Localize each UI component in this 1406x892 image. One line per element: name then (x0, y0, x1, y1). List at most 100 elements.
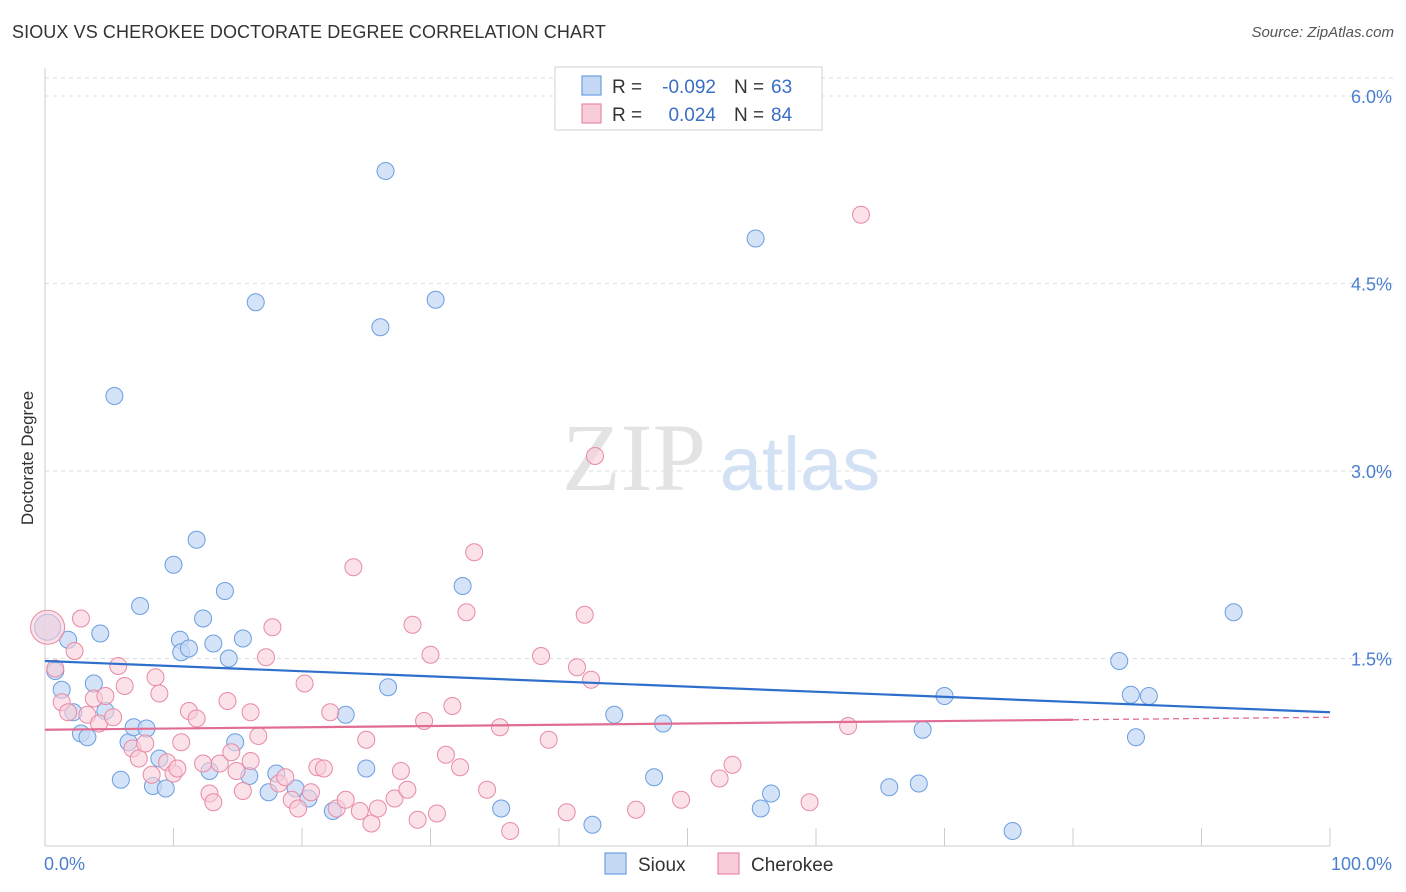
tick-labels: 1.5% 3.0% 4.5% 6.0% 0.0% 100.0% (44, 87, 1392, 874)
cherokee-point (150, 684, 169, 703)
cherokee-point (567, 658, 586, 677)
sioux-point (357, 759, 376, 778)
cherokee-point (443, 697, 462, 715)
cherokee-point (295, 674, 314, 693)
watermark-zip: ZIP (562, 404, 706, 511)
watermark: ZIP atlas (562, 404, 880, 511)
cherokee-point (109, 657, 128, 675)
sioux-point (194, 609, 213, 628)
sioux-trend-line (44, 659, 1331, 714)
cherokee-point (403, 615, 422, 634)
sioux-point (215, 582, 234, 600)
legend-box: R = -0.092 N = 63 R = 0.024 N = 84 (554, 66, 823, 131)
cherokee-point (65, 642, 84, 660)
cherokee-point (276, 768, 295, 787)
legend-swatch-sioux (581, 75, 602, 96)
sioux-point (605, 705, 624, 724)
cherokee-point (168, 759, 187, 778)
y-tick-label: 3.0% (1351, 462, 1392, 482)
watermark-atlas: atlas (720, 422, 881, 507)
cherokee-point (241, 752, 260, 770)
cherokee-point (194, 754, 213, 773)
y-tick-label: 1.5% (1351, 650, 1392, 670)
sioux-point (91, 624, 110, 643)
sioux-point (746, 229, 765, 248)
cherokee-point (344, 558, 363, 577)
sioux-point (1139, 687, 1158, 705)
trend-lines (44, 659, 1331, 731)
cherokee-point (241, 703, 260, 722)
y-axis-title: Doctorate Degree (18, 391, 37, 525)
cherokee-point (96, 687, 115, 705)
sioux-point (376, 162, 395, 180)
legend-r-value: -0.092 (662, 77, 716, 98)
sioux-point (645, 768, 664, 787)
cherokee-point (385, 789, 404, 808)
cherokee-point (465, 543, 484, 562)
sioux-point (583, 815, 602, 834)
axes (44, 68, 1331, 847)
cherokee-point (104, 708, 123, 727)
sioux-point (105, 387, 124, 405)
source-label: Source: ZipAtlas.com (1251, 24, 1394, 41)
cherokee-point (187, 709, 206, 728)
sioux-point (909, 774, 928, 793)
cherokee-point (421, 645, 440, 664)
cherokee-point (451, 758, 470, 777)
cherokee-point (146, 668, 165, 687)
cherokee-point (257, 648, 276, 667)
legend-r-label: R = (612, 77, 642, 98)
sioux-point (1224, 603, 1243, 622)
cherokee-point (368, 799, 387, 818)
sioux-point (1110, 652, 1129, 670)
cherokee-point (227, 762, 246, 780)
cherokee-point (210, 754, 229, 773)
legend-n-label: N = (734, 105, 764, 126)
sioux-point (1121, 685, 1140, 704)
legend-n-value: 63 (771, 77, 792, 98)
sioux-point (156, 779, 175, 798)
cherokee-point (839, 717, 858, 735)
sioux-point (492, 799, 511, 818)
cherokee-point (490, 718, 509, 737)
bottom-legend-label-cherokee: Cherokee (751, 855, 833, 876)
cherokee-point (627, 800, 646, 819)
cherokee-trend-extension (1072, 716, 1331, 721)
cherokee-point (398, 780, 417, 799)
cherokee-point (136, 734, 155, 753)
sioux-point (233, 629, 252, 648)
cherokee-point (336, 790, 355, 809)
sioux-point (880, 778, 899, 797)
legend-r-label: R = (612, 105, 642, 126)
legend-n-value: 84 (771, 105, 793, 126)
cherokee-point (172, 733, 191, 752)
sioux-point (219, 649, 238, 668)
cherokee-point (710, 769, 729, 788)
cherokee-point (71, 609, 90, 628)
sioux-point (111, 770, 130, 789)
cherokee-point (289, 799, 308, 818)
bottom-legend-label-sioux: Sioux (638, 855, 686, 876)
sioux-point (187, 530, 206, 549)
sioux-point (762, 784, 781, 803)
sioux-point (78, 728, 97, 747)
cherokee-point (301, 783, 320, 802)
x-tick-label: 100.0% (1331, 854, 1392, 874)
sioux-point (164, 555, 183, 574)
sioux-point (371, 318, 390, 337)
sioux-point (1003, 822, 1022, 840)
cherokee-point (115, 677, 134, 695)
bottom-legend-swatch-sioux (604, 852, 627, 875)
cherokee-point (129, 749, 148, 768)
cherokee-point (263, 618, 282, 637)
cherokee-point (457, 603, 476, 622)
legend-swatch-cherokee (581, 103, 602, 124)
legend-n-label: N = (734, 77, 764, 98)
cherokee-point (585, 447, 604, 465)
sioux-point (204, 634, 223, 653)
cherokee-point (557, 803, 576, 822)
cherokee-point (391, 762, 410, 780)
x-tick-label: 0.0% (44, 854, 85, 874)
sioux-point (426, 290, 445, 309)
